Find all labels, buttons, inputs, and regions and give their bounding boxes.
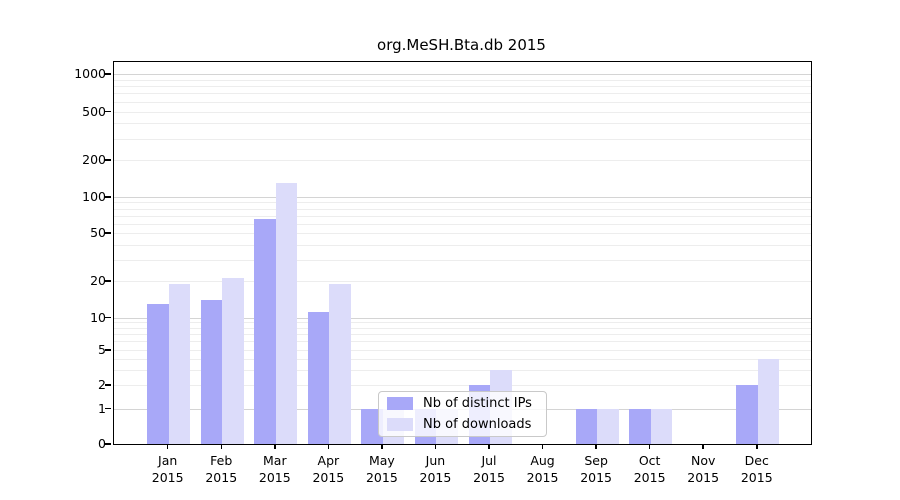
legend-row-distinct-ips: Nb of distinct IPs: [379, 395, 546, 412]
y-axis-tick: [105, 232, 111, 234]
bar-distinct-ips-oct: [629, 408, 651, 444]
y-axis-tick-label: 0: [98, 436, 106, 451]
y-gridline-minor: [114, 202, 811, 204]
x-axis-tick: [327, 444, 330, 449]
legend-label-distinct-ips: Nb of distinct IPs: [423, 396, 532, 411]
legend-swatch-distinct-ips-icon: [387, 397, 413, 410]
y-axis-tick: [105, 196, 111, 198]
y-gridline-minor: [114, 385, 811, 386]
y-gridline-minor: [114, 101, 811, 103]
y-axis-tick: [105, 407, 111, 409]
bar-downloads-apr: [329, 283, 351, 444]
y-gridline-minor: [114, 215, 811, 217]
y-gridline-major: [114, 74, 811, 75]
legend-label-downloads: Nb of downloads: [423, 417, 532, 432]
y-axis-tick-label: 1: [98, 400, 106, 416]
x-axis-tick-label: Feb 2015: [205, 453, 238, 485]
y-gridline-minor: [114, 259, 811, 261]
y-gridline-minor: [114, 160, 811, 161]
y-gridline-minor: [114, 341, 811, 343]
x-axis-tick: [274, 444, 276, 449]
y-gridline-minor: [114, 208, 811, 210]
x-axis-tick-label: Dec 2015: [740, 453, 773, 485]
y-axis-tick-label: 5: [98, 342, 106, 357]
legend: Nb of distinct IPs Nb of downloads: [378, 391, 547, 437]
bar-distinct-ips-dec: [736, 385, 758, 444]
y-axis-tick-label: 2: [98, 377, 106, 392]
y-axis-tick: [105, 159, 111, 161]
y-axis-tick-label: 50: [90, 225, 106, 240]
x-axis-tick: [595, 444, 597, 449]
x-axis-tick-label: Oct 2015: [633, 453, 666, 485]
y-axis-tick: [105, 349, 111, 351]
bar-distinct-ips-jan: [147, 303, 169, 444]
y-axis-tick: [105, 443, 111, 445]
y-axis-tick-label: 10: [90, 309, 106, 325]
x-axis-tick: [541, 444, 544, 449]
x-axis-tick-label: Jan 2015: [151, 453, 184, 485]
y-gridline-minor: [114, 327, 811, 329]
y-gridline-major: [114, 317, 811, 319]
y-gridline-minor: [114, 79, 811, 81]
bar-downloads-mar: [275, 183, 298, 444]
x-axis-tick: [648, 444, 651, 449]
y-gridline-minor: [114, 281, 811, 282]
y-gridline-minor: [114, 93, 811, 95]
bar-distinct-ips-apr: [307, 312, 330, 444]
x-axis-tick-label: Aug 2015: [526, 453, 559, 485]
bar-downloads-jan: [168, 283, 191, 444]
x-axis-tick-label: Jun 2015: [419, 453, 452, 485]
bar-distinct-ips-feb: [200, 299, 223, 444]
legend-swatch-downloads-icon: [387, 418, 413, 431]
y-axis-tick-label: 100: [82, 189, 106, 204]
y-axis-tick-label: 500: [82, 103, 106, 119]
x-axis-tick-label: May 2015: [365, 453, 398, 485]
y-axis-tick-label: 1000: [74, 66, 106, 81]
x-axis-tick-label: Sep 2015: [580, 453, 612, 485]
y-axis-tick-label: 200: [82, 152, 106, 167]
y-gridline-minor: [114, 223, 811, 225]
bar-downloads-feb: [222, 278, 244, 444]
plot-area: Nb of distinct IPs Nb of downloads: [113, 61, 812, 445]
x-axis-tick-label: Mar 2015: [258, 453, 291, 485]
y-gridline-minor: [114, 358, 811, 360]
y-gridline-minor: [114, 369, 811, 371]
y-gridline-minor: [114, 244, 811, 246]
y-axis-tick: [105, 73, 111, 75]
y-axis-tick: [105, 384, 111, 386]
bar-distinct-ips-sep: [575, 408, 598, 444]
y-axis-tick: [105, 316, 111, 318]
x-axis-tick: [756, 444, 758, 449]
y-axis-tick: [105, 280, 111, 282]
x-axis-tick: [220, 444, 222, 449]
bar-downloads-oct: [650, 408, 673, 444]
y-gridline-minor: [114, 322, 811, 324]
y-gridline-minor: [114, 123, 811, 125]
y-gridline-minor: [114, 138, 811, 140]
y-gridline-minor: [114, 111, 811, 113]
x-axis-tick: [166, 444, 169, 449]
chart-title: org.MeSH.Bta.db 2015: [377, 36, 546, 54]
bar-downloads-dec: [757, 358, 780, 444]
x-axis-tick: [488, 444, 490, 449]
y-gridline-minor: [114, 233, 811, 234]
x-axis-tick: [702, 444, 704, 449]
y-gridline-major: [114, 197, 811, 198]
x-axis-tick: [434, 444, 437, 449]
bar-distinct-ips-may: [361, 408, 383, 444]
x-axis-tick-label: Nov 2015: [687, 453, 720, 485]
y-axis-tick-label: 20: [90, 273, 106, 288]
x-axis-tick: [381, 444, 383, 449]
x-axis-tick-label: Apr 2015: [312, 453, 345, 485]
y-gridline-minor: [114, 334, 811, 336]
bar-downloads-sep: [597, 408, 619, 444]
y-axis-tick: [105, 110, 111, 112]
legend-row-downloads: Nb of downloads: [379, 416, 546, 433]
y-gridline-minor: [114, 86, 811, 88]
y-gridline-minor: [114, 350, 811, 351]
x-axis-tick-label: Jul 2015: [473, 453, 505, 485]
bar-distinct-ips-mar: [254, 218, 276, 444]
